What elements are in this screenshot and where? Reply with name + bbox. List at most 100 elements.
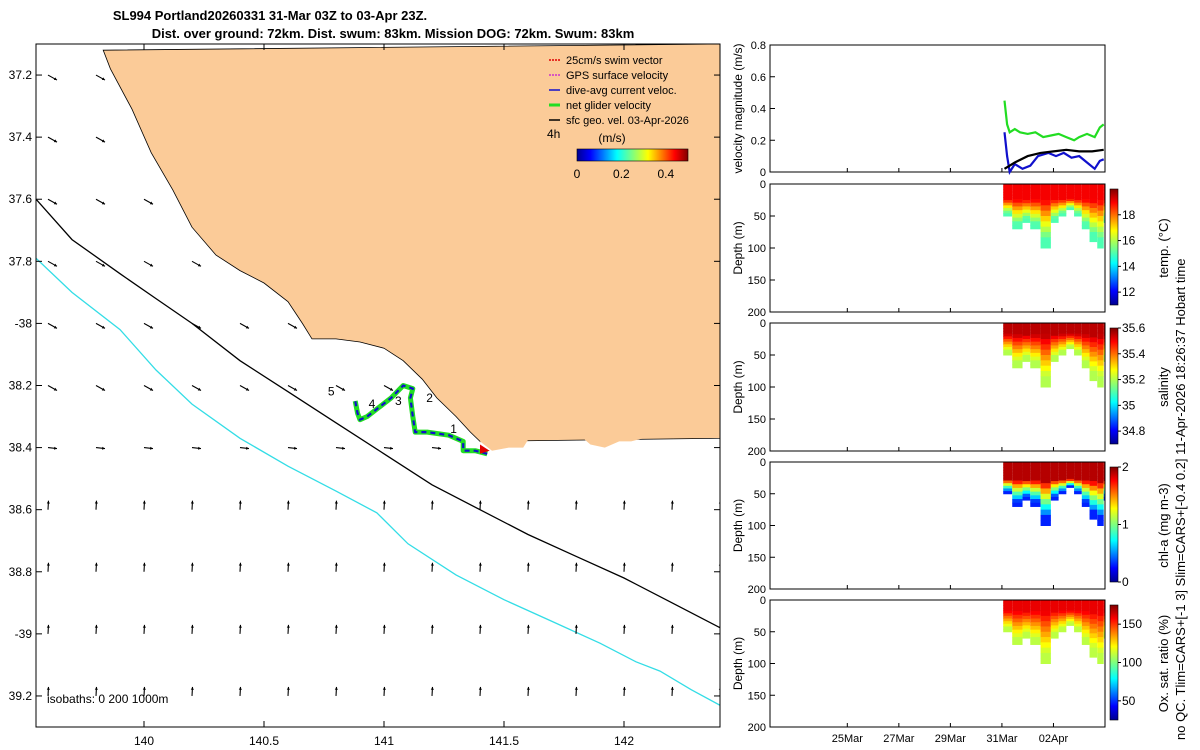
section-cell (1066, 327, 1075, 330)
section-cell (1040, 467, 1051, 474)
section-cell (1012, 334, 1023, 339)
glider-track (352, 383, 490, 457)
legend-entry: sfc geo. vel. 03-Apr-2026 (549, 115, 689, 127)
section-cell (1003, 464, 1013, 468)
section-cell (1097, 504, 1104, 511)
section-cell (1040, 493, 1051, 500)
depth-tick-label: 200 (748, 446, 766, 458)
section-cell (1074, 462, 1082, 466)
figure-title-line-2: Dist. over ground: 72km. Dist. swum: 83k… (152, 26, 635, 41)
section-cell (1040, 621, 1051, 627)
section-cell (1012, 195, 1023, 200)
depth-tick-label: 200 (748, 307, 766, 319)
map-x-axis: 140 140.5 141 141.5 142 (134, 44, 634, 748)
section-cell (1074, 344, 1082, 348)
section-cell (1058, 462, 1067, 466)
section-cell (1066, 331, 1075, 335)
legend-label: net glider velocity (566, 100, 651, 112)
section-cell (1058, 626, 1067, 630)
section-cell (1058, 618, 1067, 622)
velocity-arrow (191, 322, 202, 329)
velocity-arrow (286, 562, 290, 572)
section-cell (1081, 213, 1090, 219)
section-cell (1022, 184, 1031, 188)
section-cell (1074, 339, 1082, 343)
section-cell (1050, 465, 1059, 469)
waypoint-label: 2 (426, 391, 433, 405)
section-cell (1022, 487, 1031, 492)
section-cell (1066, 329, 1075, 333)
section-cell (1012, 480, 1023, 485)
section-cell (1103, 339, 1105, 343)
section-cell (1012, 221, 1023, 226)
section-cell (1066, 623, 1075, 626)
section-cell (1081, 202, 1090, 207)
section-cell (1089, 609, 1098, 615)
section-cell (1003, 331, 1013, 335)
section-cell (1103, 600, 1105, 604)
section-cell (1097, 637, 1104, 643)
map-y-tick: 37.2 (9, 68, 720, 82)
section-cell (1074, 613, 1082, 617)
velocity-arrow (94, 562, 98, 572)
section-cell (1050, 496, 1059, 501)
section-cell (1030, 622, 1041, 627)
velocity-arrow (239, 446, 250, 450)
section-cell (1022, 606, 1031, 611)
section-cell (1081, 465, 1090, 470)
section-cell (1003, 344, 1013, 348)
section-cell (1012, 323, 1023, 328)
section-cell (1050, 345, 1059, 350)
section-cell (1097, 477, 1104, 484)
section-cell (1003, 210, 1013, 214)
section-cell (1003, 621, 1013, 625)
velocity-arrow (670, 500, 674, 510)
section-cell (1058, 184, 1067, 188)
map-x-tick: 141 (374, 44, 394, 748)
depth-axis-label: Depth (m) (731, 360, 745, 413)
section-cell (1103, 622, 1105, 626)
section-cell (1097, 221, 1104, 228)
section-cell (1066, 335, 1075, 339)
depth-tick-label: 50 (754, 350, 766, 362)
map-y-tick: 37.6 (9, 192, 720, 206)
section-cell (1103, 212, 1105, 217)
legend-label: dive-avg current veloc. (566, 85, 677, 97)
map-x-tick-label: 140.5 (249, 734, 279, 748)
velocity-arrow (95, 385, 106, 391)
section-cell (1022, 193, 1031, 198)
section-cell (1030, 499, 1041, 504)
velocity-arrow (191, 260, 202, 267)
velocity-arrow (238, 562, 242, 572)
section-cell (1040, 509, 1051, 516)
section-cell (1050, 200, 1059, 204)
section-cell (1074, 194, 1082, 198)
section-cell (1066, 340, 1075, 343)
surface-velocity-vector-field (46, 74, 720, 696)
section-cell (1103, 487, 1105, 492)
section-cell (1003, 184, 1013, 188)
section-cell (1003, 462, 1013, 466)
section-cell (1066, 612, 1075, 616)
section-cell (1040, 328, 1051, 335)
section-cell (1081, 499, 1090, 504)
section-cell (1103, 634, 1105, 639)
section-cell (1081, 195, 1090, 200)
section-cell (1081, 469, 1090, 474)
section-cell (1003, 186, 1013, 190)
section-cell (1040, 189, 1051, 196)
section-cell (1097, 626, 1104, 633)
section-cell (1097, 371, 1104, 377)
section-cell (1040, 242, 1051, 249)
section-cell (1040, 514, 1051, 521)
salinity-section-panel: 0 50 100 150 200 Depth (m) 34.8 35 35.2 35.4 35.6 s… (731, 318, 1171, 458)
velocity-arrow (622, 624, 626, 634)
speed-colorbar (576, 148, 689, 162)
section-cell (1081, 622, 1090, 627)
section-cell (1089, 471, 1098, 477)
section-cell (1097, 323, 1104, 329)
section-cell (1003, 615, 1013, 620)
section-cell (1058, 485, 1067, 489)
section-cell (1074, 333, 1082, 337)
section-cell (1030, 469, 1041, 474)
